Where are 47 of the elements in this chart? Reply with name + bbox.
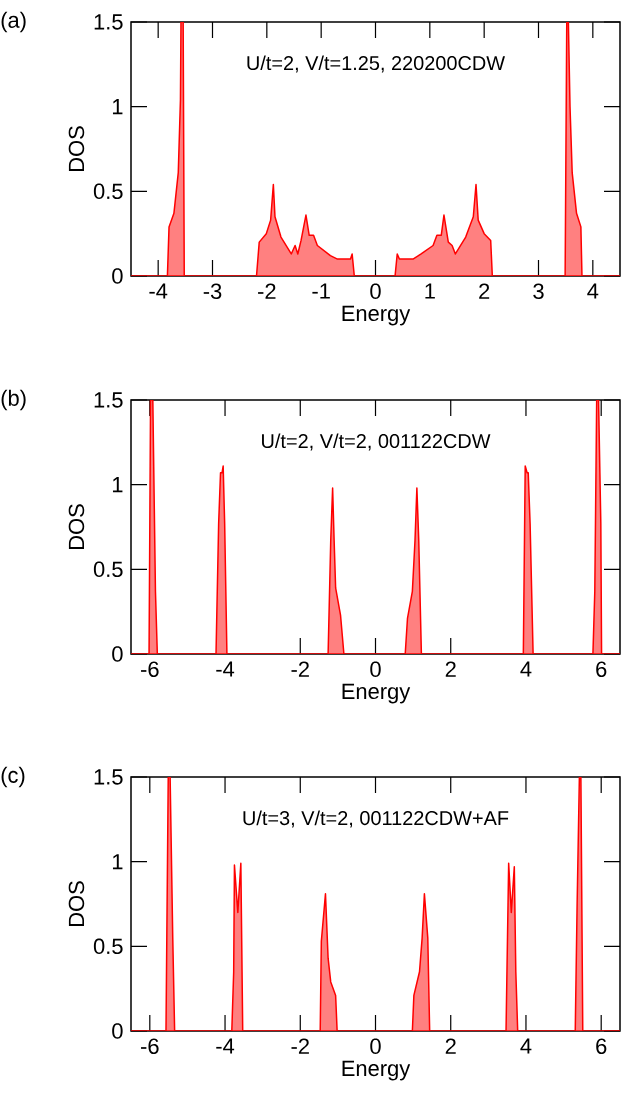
x-tick-label: -6 xyxy=(141,1038,159,1055)
y-tick-label: 1.5 xyxy=(94,14,123,30)
x-tick-label: 0 xyxy=(370,1038,381,1055)
y-tick-label: 0.5 xyxy=(93,183,123,200)
x-tick-label: -2 xyxy=(258,283,276,299)
x-tick-label: 2 xyxy=(445,661,456,677)
y-tick-label: 1.5 xyxy=(94,769,123,785)
x-tick-label: 0 xyxy=(370,283,381,300)
x-tick-label: -6 xyxy=(141,661,159,678)
chart-title: (c) xyxy=(1,766,25,788)
x-tick-label: -4 xyxy=(216,661,235,677)
x-tick-label: -1 xyxy=(312,283,330,299)
x-tick-label: 3 xyxy=(533,283,544,300)
x-axis-title: Energy xyxy=(342,1060,411,1081)
chart-title: (a) xyxy=(1,11,26,33)
x-axis-title: Energy xyxy=(342,305,411,326)
y-tick-label: 0.5 xyxy=(93,561,123,578)
y-tick-label: 1 xyxy=(112,854,123,870)
y-tick-label: 0.5 xyxy=(93,938,123,955)
y-axis-title: DOS xyxy=(68,881,85,926)
y-tick-label: 0 xyxy=(112,1023,123,1039)
y-axis-title: DOS xyxy=(68,504,85,549)
x-tick-label: 4 xyxy=(520,1038,532,1054)
x-tick-label: -4 xyxy=(149,283,168,299)
annotation: U/t=3, V/t=2, 001122CDW+AF xyxy=(243,810,509,828)
x-tick-label: 0 xyxy=(370,661,381,678)
x-tick-label: 2 xyxy=(445,1038,456,1054)
x-tick-label: 4 xyxy=(520,661,532,677)
y-tick-label: 0 xyxy=(112,646,123,662)
y-tick-label: 1 xyxy=(112,477,123,493)
x-tick-label: 6 xyxy=(596,1038,607,1055)
y-tick-label: 0 xyxy=(112,268,123,284)
x-tick-label: 4 xyxy=(587,283,599,299)
x-tick-label: -3 xyxy=(203,283,222,300)
annotation: U/t=2, V/t=2, 001122CDW xyxy=(262,433,491,451)
annotation: U/t=2, V/t=1.25, 220200CDW xyxy=(247,55,505,73)
x-tick-label: 2 xyxy=(479,283,490,299)
chart-title: (b) xyxy=(1,389,26,411)
y-axis-title: DOS xyxy=(68,126,85,171)
x-tick-label: 1 xyxy=(425,283,435,299)
x-tick-label: -2 xyxy=(291,1038,309,1054)
y-tick-label: 1 xyxy=(112,99,123,115)
x-tick-label: -2 xyxy=(291,661,309,677)
x-tick-label: -4 xyxy=(216,1038,235,1054)
y-tick-label: 1.5 xyxy=(94,392,123,408)
x-tick-label: 6 xyxy=(596,661,607,678)
x-axis-title: Energy xyxy=(342,683,411,704)
